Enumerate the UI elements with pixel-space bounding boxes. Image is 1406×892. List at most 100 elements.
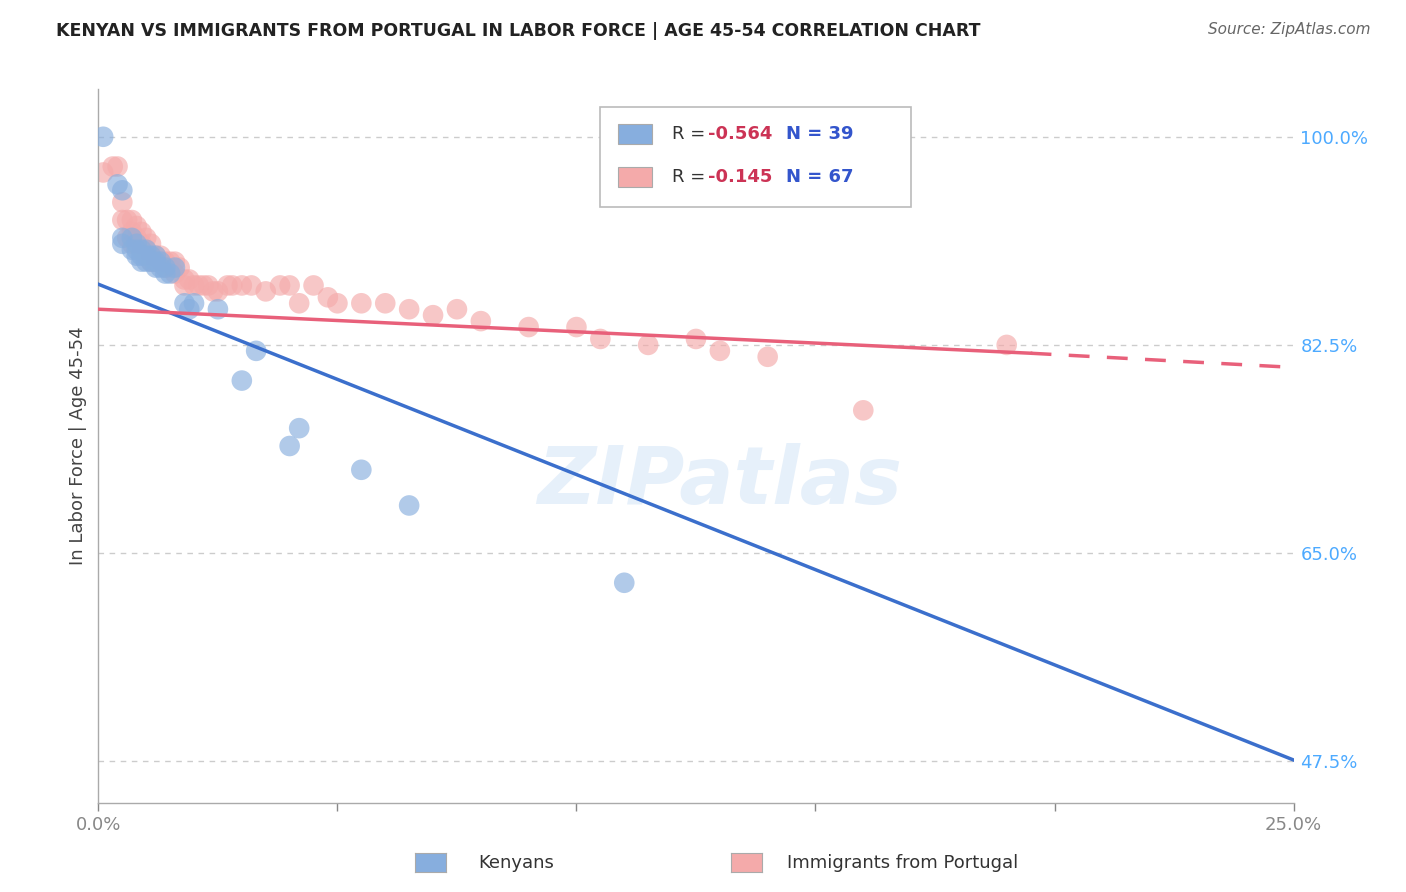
Point <box>149 260 172 275</box>
Point <box>169 260 191 275</box>
Point <box>131 243 153 257</box>
Point <box>111 195 134 210</box>
Point <box>145 254 167 268</box>
Text: R =: R = <box>672 168 711 186</box>
Point <box>202 285 225 299</box>
Point <box>288 296 311 310</box>
Point <box>197 278 219 293</box>
Point <box>193 278 215 293</box>
Point <box>121 213 143 227</box>
Point <box>115 213 138 227</box>
Point <box>207 302 229 317</box>
Point <box>125 219 148 233</box>
Point <box>111 236 134 251</box>
Point <box>145 249 167 263</box>
Point <box>163 267 186 281</box>
Point <box>589 332 612 346</box>
Point <box>422 308 444 322</box>
Point <box>637 338 659 352</box>
Point <box>131 225 153 239</box>
Point <box>159 267 181 281</box>
Point <box>121 231 143 245</box>
Point <box>145 260 167 275</box>
Point <box>288 421 311 435</box>
Point <box>155 254 177 268</box>
Point <box>155 260 177 275</box>
Point <box>517 320 540 334</box>
Point <box>254 285 277 299</box>
Point <box>179 302 201 317</box>
Point <box>135 243 157 257</box>
Point <box>173 296 195 310</box>
Point <box>183 278 205 293</box>
Point <box>101 160 124 174</box>
Text: N = 39: N = 39 <box>786 125 853 143</box>
Text: Immigrants from Portugal: Immigrants from Portugal <box>787 855 1018 872</box>
Point <box>91 129 114 144</box>
FancyBboxPatch shape <box>619 124 652 145</box>
Point <box>121 243 143 257</box>
Text: R =: R = <box>672 125 711 143</box>
Point <box>470 314 492 328</box>
Text: KENYAN VS IMMIGRANTS FROM PORTUGAL IN LABOR FORCE | AGE 45-54 CORRELATION CHART: KENYAN VS IMMIGRANTS FROM PORTUGAL IN LA… <box>56 22 981 40</box>
Point <box>155 260 177 275</box>
Point <box>179 272 201 286</box>
Point <box>131 254 153 268</box>
Point <box>278 278 301 293</box>
Point <box>125 249 148 263</box>
Point <box>316 290 339 304</box>
Point <box>125 236 148 251</box>
Point <box>121 225 143 239</box>
Point <box>446 302 468 317</box>
Point <box>245 343 267 358</box>
Point <box>149 249 172 263</box>
Point <box>709 343 731 358</box>
Point <box>115 231 138 245</box>
Point <box>111 183 134 197</box>
Point <box>121 236 143 251</box>
Point <box>107 160 129 174</box>
Point <box>111 231 134 245</box>
FancyBboxPatch shape <box>600 107 911 207</box>
Point <box>155 267 177 281</box>
Point <box>565 320 588 334</box>
Point <box>269 278 291 293</box>
Point <box>131 236 153 251</box>
Point <box>221 278 243 293</box>
Text: -0.145: -0.145 <box>709 168 772 186</box>
Point <box>91 165 114 179</box>
Point <box>125 231 148 245</box>
Point <box>398 499 420 513</box>
Point <box>173 272 195 286</box>
Point <box>207 285 229 299</box>
Point <box>163 260 186 275</box>
Point <box>350 296 373 310</box>
Point <box>149 254 172 268</box>
Point <box>685 332 707 346</box>
Point <box>159 260 181 275</box>
Point <box>139 249 162 263</box>
Point <box>756 350 779 364</box>
Point <box>139 249 162 263</box>
Point <box>398 302 420 317</box>
Text: N = 67: N = 67 <box>786 168 853 186</box>
Point <box>107 178 129 192</box>
Point <box>135 254 157 268</box>
Point <box>149 254 172 268</box>
Point <box>613 575 636 590</box>
Point <box>111 213 134 227</box>
Point <box>183 296 205 310</box>
Point <box>145 254 167 268</box>
Point <box>326 296 349 310</box>
FancyBboxPatch shape <box>619 167 652 187</box>
Point <box>240 278 263 293</box>
Y-axis label: In Labor Force | Age 45-54: In Labor Force | Age 45-54 <box>69 326 87 566</box>
Point <box>145 249 167 263</box>
Point <box>135 249 157 263</box>
Point <box>995 338 1018 352</box>
Point <box>374 296 396 310</box>
Point <box>852 403 875 417</box>
Point <box>163 254 186 268</box>
Text: Source: ZipAtlas.com: Source: ZipAtlas.com <box>1208 22 1371 37</box>
Point <box>139 254 162 268</box>
